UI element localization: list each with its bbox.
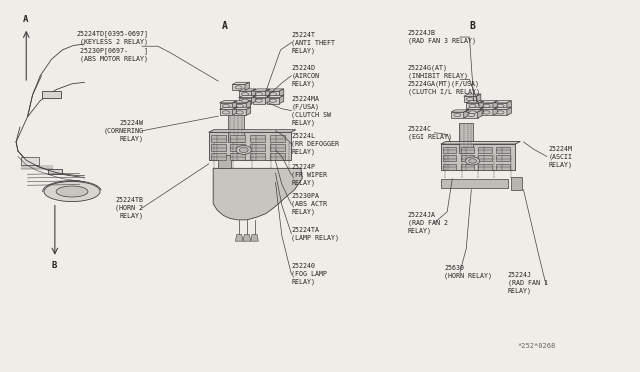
Ellipse shape [497,104,504,108]
Ellipse shape [222,111,229,114]
Polygon shape [213,169,302,220]
Polygon shape [467,101,483,103]
Polygon shape [243,235,251,241]
Ellipse shape [235,86,242,89]
Polygon shape [232,101,237,109]
Polygon shape [220,101,237,103]
Polygon shape [279,96,284,104]
Polygon shape [251,235,259,241]
Bar [441,179,508,188]
Text: 25224D
(AIRCON
RELAY): 25224D (AIRCON RELAY) [291,65,319,87]
Text: A: A [23,15,28,24]
Bar [209,132,291,160]
Polygon shape [246,101,251,109]
Bar [250,153,265,160]
Polygon shape [480,101,497,103]
Bar [232,84,245,90]
Text: 25224TA
(LAMP RELAY): 25224TA (LAMP RELAY) [291,227,339,241]
Text: 25224TB
(HORN 2
RELAY): 25224TB (HORN 2 RELAY) [115,197,143,219]
Polygon shape [252,89,256,97]
Polygon shape [239,89,256,91]
Text: 25224P
(FR WIPER
RELAY): 25224P (FR WIPER RELAY) [291,164,328,186]
Text: 25224L
(RR DEFOGGER
RELAY): 25224L (RR DEFOGGER RELAY) [291,133,339,155]
Bar [230,135,246,142]
Bar [478,155,492,161]
Ellipse shape [236,111,243,114]
Bar [443,164,456,170]
FancyBboxPatch shape [48,169,62,174]
Circle shape [239,147,248,153]
Bar [253,98,266,104]
Text: 25224T
(ANTI THEFT
RELAY): 25224T (ANTI THEFT RELAY) [291,32,335,54]
Bar [211,153,226,160]
Text: 25224M
(ASCII
RELAY): 25224M (ASCII RELAY) [549,145,573,167]
Polygon shape [465,110,482,112]
Polygon shape [479,101,483,109]
Polygon shape [267,89,284,91]
Bar [211,135,226,142]
Bar [228,110,244,142]
Bar [478,147,492,153]
Ellipse shape [269,99,276,102]
Bar [220,109,232,115]
Polygon shape [252,96,256,104]
Circle shape [468,159,476,163]
Text: 25630
(HORN RELAY): 25630 (HORN RELAY) [444,266,492,279]
Bar [218,155,231,169]
Bar [267,98,279,104]
Polygon shape [464,94,481,96]
Polygon shape [441,141,520,144]
Polygon shape [493,101,497,109]
Circle shape [466,157,479,165]
Bar [239,98,252,104]
Bar [467,103,479,109]
Polygon shape [267,96,284,98]
Ellipse shape [483,111,490,114]
Bar [441,144,515,170]
Polygon shape [246,107,251,115]
Bar [270,135,285,142]
Polygon shape [507,107,511,115]
Bar [220,103,232,109]
Bar [239,91,252,97]
Bar [461,164,474,170]
Polygon shape [464,110,468,118]
Ellipse shape [255,99,262,102]
Text: 25224C
(EGI RELAY): 25224C (EGI RELAY) [408,126,452,140]
Text: *252*0268: *252*0268 [517,343,556,349]
Text: B: B [469,21,476,31]
Bar [21,157,39,166]
Text: 25224JB
(RAD FAN 3 RELAY): 25224JB (RAD FAN 3 RELAY) [408,30,476,44]
Ellipse shape [468,113,475,117]
Polygon shape [477,110,482,118]
Ellipse shape [497,111,504,114]
Bar [480,109,493,115]
Bar [211,144,226,151]
Ellipse shape [236,104,243,108]
Polygon shape [480,107,497,109]
Text: 252240
(FOG LAMP
RELAY): 252240 (FOG LAMP RELAY) [291,263,328,285]
Text: 25224JA
(RAD FAN 2
RELAY): 25224JA (RAD FAN 2 RELAY) [408,212,448,234]
Bar [234,109,246,115]
Polygon shape [232,82,250,84]
Bar [465,112,477,118]
Polygon shape [494,107,511,109]
Bar [496,164,509,170]
Polygon shape [236,235,243,241]
Ellipse shape [222,104,229,108]
Text: 25230PA
(ABS ACTR
RELAY): 25230PA (ABS ACTR RELAY) [291,193,328,215]
Ellipse shape [56,186,88,197]
Ellipse shape [269,92,276,96]
Polygon shape [507,101,511,109]
FancyBboxPatch shape [42,91,61,98]
Ellipse shape [44,182,100,202]
Polygon shape [239,96,256,98]
Bar [496,147,509,153]
Bar [478,164,492,170]
Text: 25224TD[0395-0697]
(KEYLESS 2 RELAY)
 25230P[0697-    ]
(ABS MOTOR RELAY): 25224TD[0395-0697] (KEYLESS 2 RELAY) 252… [76,31,148,62]
Bar [464,96,476,102]
Bar [230,153,246,160]
Bar [511,177,522,190]
Bar [480,103,493,109]
Bar [496,155,509,161]
